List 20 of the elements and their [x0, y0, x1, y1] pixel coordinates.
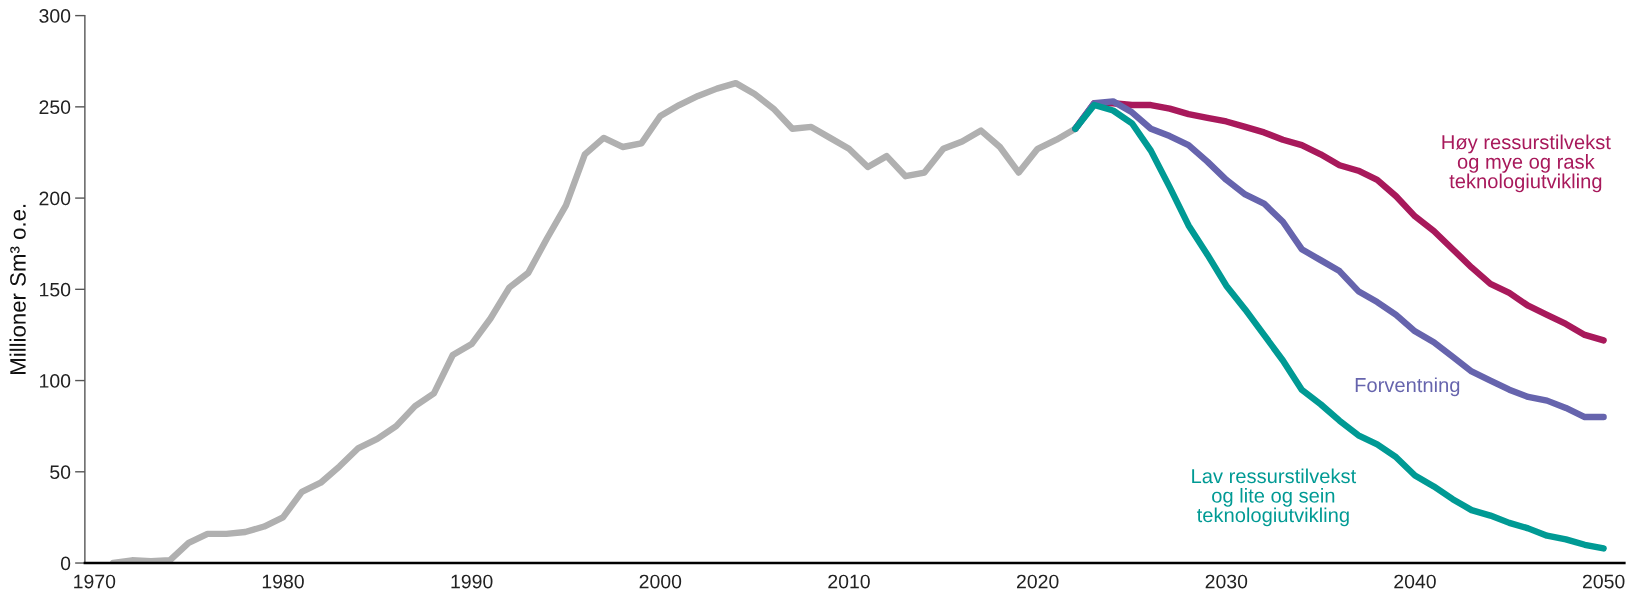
x-tick-label: 2000 [639, 574, 682, 589]
y-tick-label: 150 [40, 282, 71, 297]
x-tick-label: 2020 [1016, 574, 1059, 589]
series-label: Forventning [1355, 377, 1460, 397]
series-label: Lav ressurstilvekst og lite og sein teknologiutvikling [1192, 468, 1357, 527]
y-axis-title: Millioner Sm³ o.e. [9, 204, 26, 374]
y-tick-label: 50 [50, 465, 71, 480]
x-tick-label: 2050 [1582, 574, 1625, 589]
x-tick-label: 2040 [1394, 574, 1436, 589]
y-tick-label: 200 [39, 191, 71, 206]
y-tick-label: 100 [40, 374, 71, 388]
x-tick-label: 1980 [262, 574, 304, 589]
y-tick-label: 0 [60, 556, 71, 571]
x-tick-label: 2010 [828, 574, 870, 589]
y-tick-label: 250 [39, 100, 71, 115]
x-tick-label: 2030 [1205, 574, 1248, 589]
y-tick-label: 300 [39, 9, 71, 23]
series-label: Høy ressurstilvekst og mye og rask teknologiutvikling [1442, 134, 1611, 193]
x-tick-label: 1970 [74, 574, 116, 589]
x-tick-label: 1990 [451, 574, 493, 589]
